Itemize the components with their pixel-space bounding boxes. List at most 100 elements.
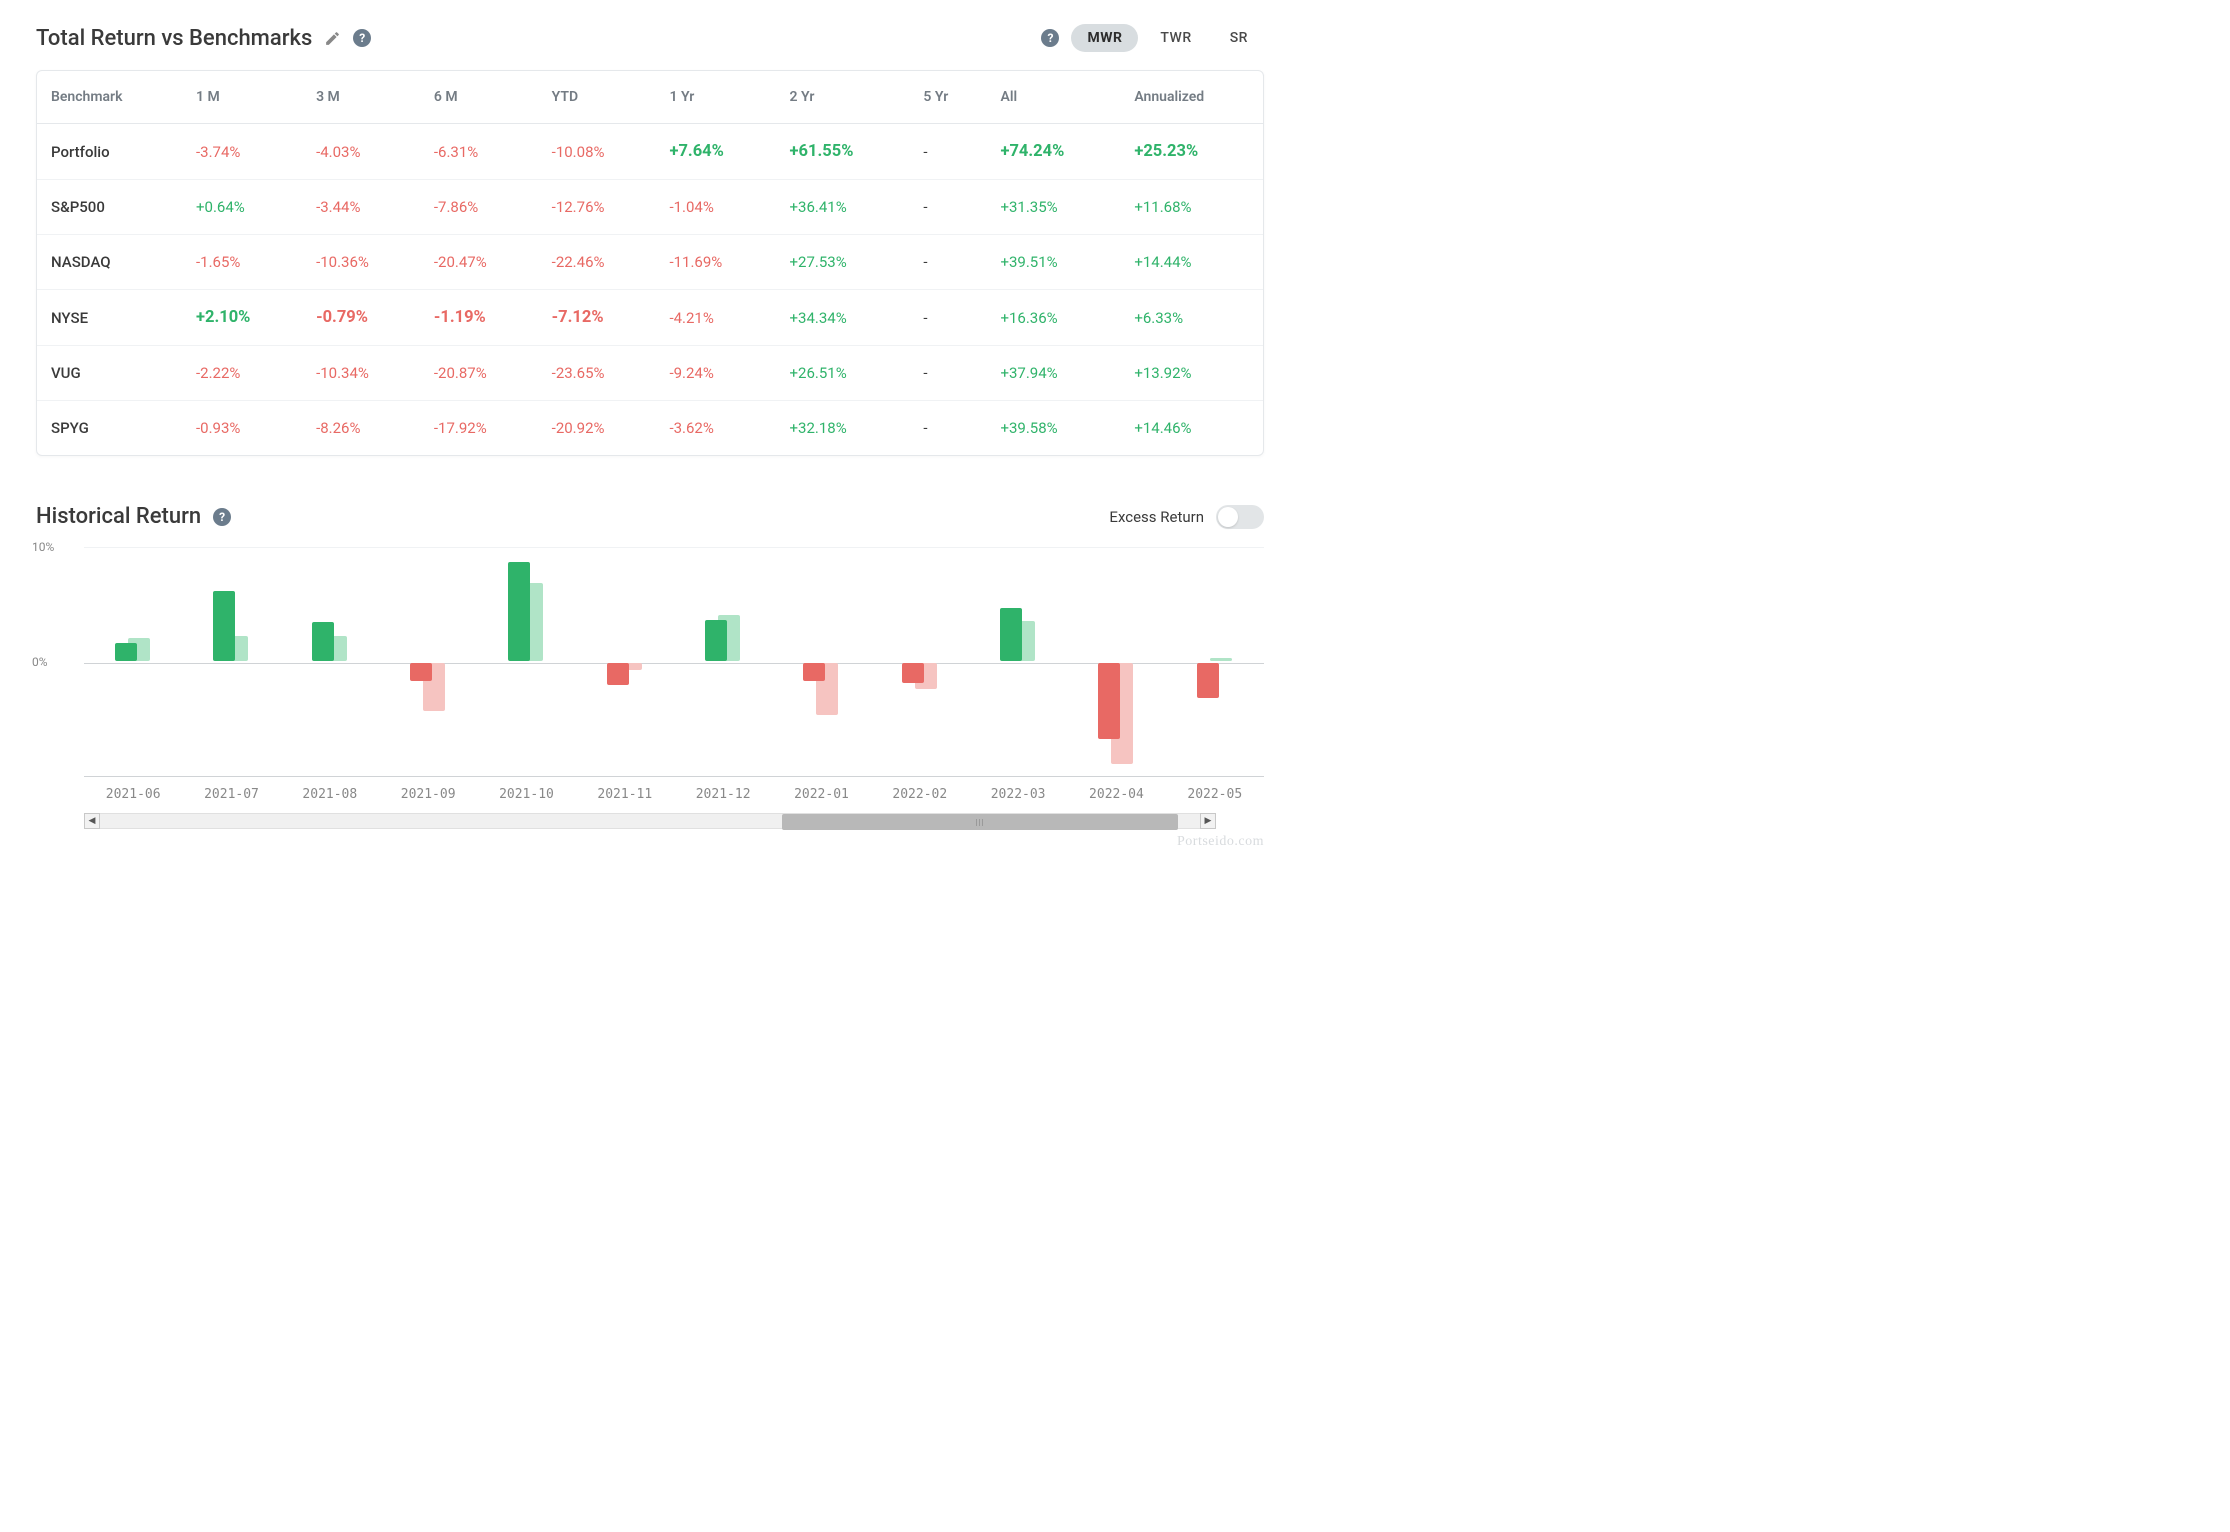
toggle-thumb <box>1218 507 1238 527</box>
x-tick-label: 2021-06 <box>84 787 182 802</box>
edit-icon[interactable] <box>324 30 341 47</box>
portfolio-bar[interactable] <box>508 562 530 661</box>
return-cell: +31.35% <box>986 180 1120 235</box>
portfolio-bar[interactable] <box>607 663 629 685</box>
column-header[interactable]: 6 M <box>420 71 538 124</box>
return-cell: -10.36% <box>302 235 420 290</box>
return-cell: +39.51% <box>986 235 1120 290</box>
measure-tabs: MWRTWRSR <box>1071 24 1264 52</box>
excess-return-label: Excess Return <box>1109 508 1204 526</box>
return-cell: +36.41% <box>776 180 910 235</box>
portfolio-bar[interactable] <box>1197 663 1219 698</box>
measure-tab-sr[interactable]: SR <box>1214 24 1264 52</box>
help-icon[interactable]: ? <box>213 508 231 526</box>
return-cell: +0.64% <box>182 180 302 235</box>
column-header[interactable]: 2 Yr <box>776 71 910 124</box>
return-cell: +14.46% <box>1120 401 1263 456</box>
bar-group <box>1166 548 1264 776</box>
return-cell: -0.79% <box>302 290 420 346</box>
portfolio-bar[interactable] <box>410 663 432 681</box>
portfolio-bar[interactable] <box>115 643 137 661</box>
chart-scrollbar[interactable]: ◀ ▶ <box>84 812 1216 830</box>
table-row: SPYG-0.93%-8.26%-17.92%-20.92%-3.62%+32.… <box>37 401 1263 456</box>
scroll-right-button[interactable]: ▶ <box>1200 813 1216 829</box>
return-cell: -8.26% <box>302 401 420 456</box>
return-cell: +61.55% <box>776 124 910 180</box>
column-header[interactable]: 1 Yr <box>655 71 775 124</box>
x-tick-label: 2021-11 <box>576 787 674 802</box>
column-header[interactable]: YTD <box>538 71 656 124</box>
benchmark-name: S&P500 <box>37 180 182 235</box>
y-tick-label: 10% <box>32 540 54 554</box>
bar-group <box>772 548 870 776</box>
x-tick-label: 2022-03 <box>969 787 1067 802</box>
return-cell: -0.93% <box>182 401 302 456</box>
return-cell: +13.92% <box>1120 346 1263 401</box>
return-cell: -12.76% <box>538 180 656 235</box>
benchmark-name: SPYG <box>37 401 182 456</box>
portfolio-bar[interactable] <box>705 620 727 661</box>
bar-group <box>969 548 1067 776</box>
column-header[interactable]: 5 Yr <box>909 71 986 124</box>
return-cell: +26.51% <box>776 346 910 401</box>
return-cell: +34.34% <box>776 290 910 346</box>
help-icon[interactable]: ? <box>353 29 371 47</box>
return-cell: -11.69% <box>655 235 775 290</box>
benchmark-name: NYSE <box>37 290 182 346</box>
bar-group <box>477 548 575 776</box>
measure-tab-mwr[interactable]: MWR <box>1071 24 1138 52</box>
historical-header-right: Excess Return <box>1109 505 1264 529</box>
benchmarks-table: Benchmark1 M3 M6 MYTD1 Yr2 Yr5 YrAllAnnu… <box>37 71 1263 455</box>
return-cell: - <box>909 290 986 346</box>
column-header[interactable]: Annualized <box>1120 71 1263 124</box>
scroll-thumb[interactable] <box>782 814 1178 830</box>
portfolio-bar[interactable] <box>803 663 825 681</box>
historical-section: Historical Return ? Excess Return 10%0% … <box>36 504 1264 850</box>
return-cell: +2.10% <box>182 290 302 346</box>
scroll-track[interactable] <box>100 813 1200 829</box>
page-title: Total Return vs Benchmarks <box>36 26 312 51</box>
return-cell: -7.86% <box>420 180 538 235</box>
measure-tab-twr[interactable]: TWR <box>1144 24 1207 52</box>
return-cell: -20.47% <box>420 235 538 290</box>
return-cell: +14.44% <box>1120 235 1263 290</box>
return-cell: +6.33% <box>1120 290 1263 346</box>
return-cell: +37.94% <box>986 346 1120 401</box>
return-cell: -3.62% <box>655 401 775 456</box>
return-cell: -4.21% <box>655 290 775 346</box>
help-icon[interactable]: ? <box>1041 29 1059 47</box>
return-cell: +39.58% <box>986 401 1120 456</box>
x-tick-label: 2022-02 <box>871 787 969 802</box>
return-cell: -6.31% <box>420 124 538 180</box>
benchmark-name: Portfolio <box>37 124 182 180</box>
table-row: NASDAQ-1.65%-10.36%-20.47%-22.46%-11.69%… <box>37 235 1263 290</box>
historical-title-group: Historical Return ? <box>36 504 231 529</box>
return-cell: - <box>909 124 986 180</box>
column-header[interactable]: All <box>986 71 1120 124</box>
excess-return-toggle[interactable] <box>1216 505 1264 529</box>
historical-header: Historical Return ? Excess Return <box>36 504 1264 529</box>
y-tick-label: 0% <box>32 655 48 669</box>
return-cell: -10.34% <box>302 346 420 401</box>
return-cell: -1.65% <box>182 235 302 290</box>
portfolio-bar[interactable] <box>1000 608 1022 661</box>
column-header[interactable]: Benchmark <box>37 71 182 124</box>
portfolio-bar[interactable] <box>902 663 924 683</box>
x-tick-label: 2021-10 <box>477 787 575 802</box>
bar-group <box>871 548 969 776</box>
column-header[interactable]: 3 M <box>302 71 420 124</box>
column-header[interactable]: 1 M <box>182 71 302 124</box>
scroll-left-button[interactable]: ◀ <box>84 813 100 829</box>
return-cell: +27.53% <box>776 235 910 290</box>
portfolio-bar[interactable] <box>312 622 334 661</box>
table-row: VUG-2.22%-10.34%-20.87%-23.65%-9.24%+26.… <box>37 346 1263 401</box>
x-tick-label: 2021-12 <box>674 787 772 802</box>
return-cell: +32.18% <box>776 401 910 456</box>
return-cell: -1.04% <box>655 180 775 235</box>
returns-title-group: Total Return vs Benchmarks ? <box>36 26 371 51</box>
return-cell: - <box>909 235 986 290</box>
table-row: Portfolio-3.74%-4.03%-6.31%-10.08%+7.64%… <box>37 124 1263 180</box>
benchmark-bar[interactable] <box>1210 658 1232 661</box>
portfolio-bar[interactable] <box>1098 663 1120 739</box>
portfolio-bar[interactable] <box>213 591 235 661</box>
